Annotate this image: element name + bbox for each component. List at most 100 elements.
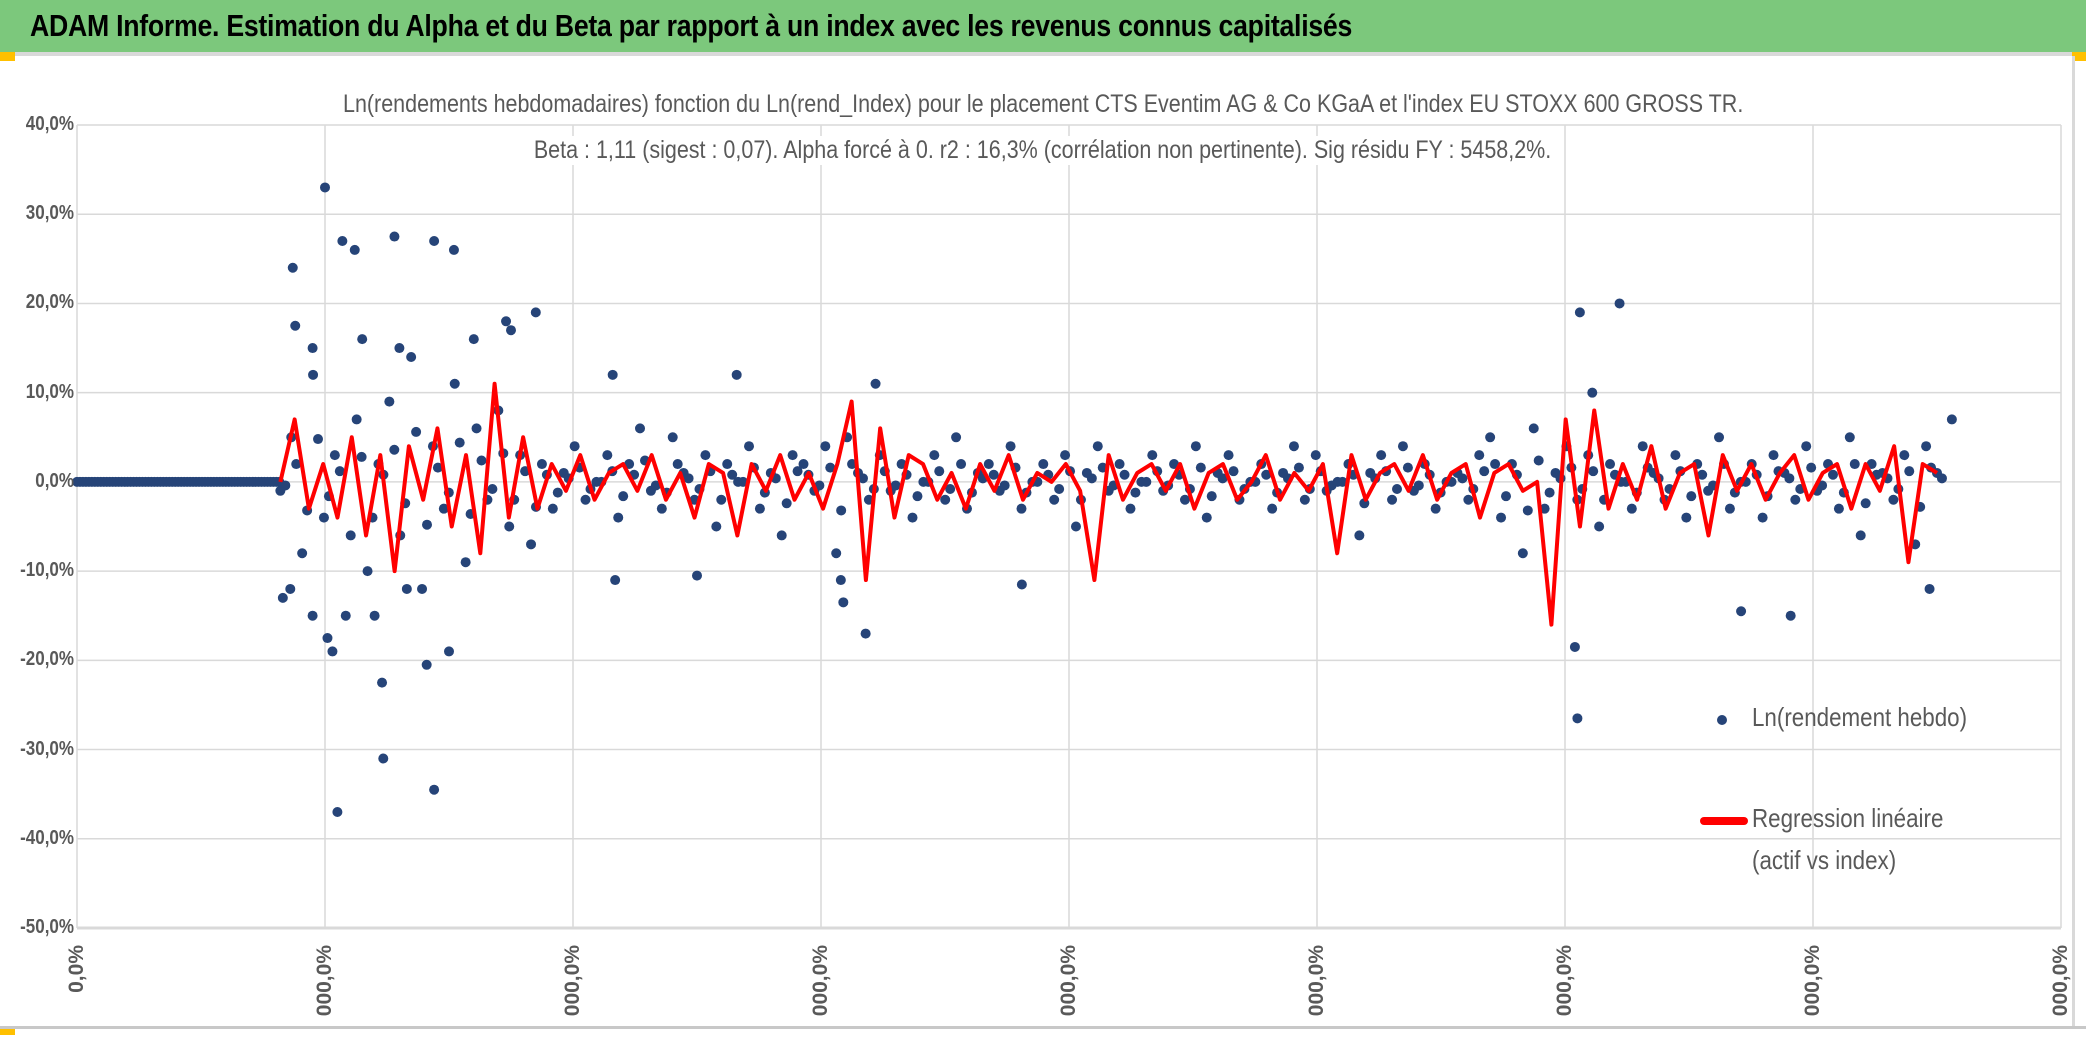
report-title: ADAM Informe. Estimation du Alpha et du …	[30, 8, 1353, 43]
data-point	[307, 343, 318, 354]
data-point	[602, 450, 613, 461]
data-point	[378, 753, 389, 764]
data-point	[369, 610, 380, 621]
data-point	[1626, 503, 1637, 514]
data-point	[307, 610, 318, 621]
data-point	[1681, 512, 1692, 523]
data-point	[999, 480, 1010, 491]
data-point	[504, 521, 515, 532]
data-point	[308, 369, 319, 380]
data-point	[1605, 459, 1616, 470]
report-header: ADAM Informe. Estimation du Alpha et du …	[0, 0, 2086, 56]
data-point	[580, 494, 591, 505]
data-point	[320, 182, 330, 193]
data-point	[454, 437, 465, 448]
data-point	[422, 519, 433, 530]
data-point	[1614, 298, 1625, 309]
x-tick-label: 000,0%	[1553, 945, 1576, 1017]
data-point	[635, 423, 646, 434]
data-point	[530, 307, 541, 318]
data-point	[870, 378, 881, 389]
data-point	[417, 583, 428, 594]
data-point	[1539, 503, 1550, 514]
data-point	[613, 512, 624, 523]
data-point	[1086, 473, 1097, 484]
data-point	[835, 575, 846, 586]
data-point	[287, 262, 298, 273]
data-point	[429, 784, 440, 795]
data-point	[327, 646, 338, 657]
data-point	[1016, 503, 1027, 514]
data-point	[1141, 476, 1152, 487]
data-point	[552, 487, 563, 498]
data-point	[547, 503, 558, 514]
y-tick-label: 0,0%	[35, 469, 74, 492]
data-point	[536, 459, 547, 470]
legend-line-label: Regression linéaire	[1752, 803, 1944, 833]
data-point	[787, 450, 798, 461]
x-tick-label: 000,0%	[1801, 945, 1824, 1017]
data-point	[744, 441, 755, 452]
data-point	[501, 316, 512, 327]
data-point	[526, 539, 537, 550]
corner-marker	[2072, 52, 2086, 61]
data-point	[1784, 473, 1795, 484]
data-point	[1267, 503, 1278, 514]
data-point	[1376, 450, 1387, 461]
data-point	[377, 677, 388, 688]
regression-line	[278, 381, 1939, 627]
data-point	[487, 484, 498, 495]
data-point	[1686, 491, 1697, 502]
data-point	[907, 512, 918, 523]
data-point	[1479, 466, 1490, 477]
data-point	[1070, 521, 1081, 532]
data-point	[727, 469, 738, 480]
frame-border	[2072, 56, 2075, 1026]
y-tick-label: 10,0%	[25, 380, 74, 403]
data-point	[1522, 505, 1533, 516]
data-point	[650, 480, 661, 491]
data-point	[1855, 530, 1866, 541]
x-tick-label: 000,0%	[809, 945, 832, 1017]
frame-border	[0, 1026, 2086, 1029]
y-tick-label: -20,0%	[20, 648, 75, 671]
data-point	[1060, 450, 1071, 461]
data-point	[1936, 473, 1947, 484]
data-point	[1299, 494, 1310, 505]
data-point	[401, 583, 412, 594]
data-point	[1005, 441, 1016, 452]
x-tick-label: 000,0%	[313, 945, 336, 1017]
data-point	[1768, 450, 1779, 461]
data-point	[956, 459, 967, 470]
data-point	[340, 610, 351, 621]
data-point	[318, 512, 329, 523]
chart-title-text: Ln(rendements hebdomadaires) fonction du…	[332, 90, 1754, 119]
data-point	[683, 473, 694, 484]
data-point	[1924, 583, 1935, 594]
data-point	[1574, 307, 1585, 318]
data-point	[825, 462, 836, 473]
x-tick-label: 000,0%	[561, 945, 584, 1017]
data-point	[468, 334, 479, 345]
data-point	[1544, 487, 1555, 498]
data-point	[1528, 423, 1539, 434]
data-point	[1533, 455, 1544, 466]
data-point	[692, 570, 702, 581]
data-point	[1496, 512, 1507, 523]
data-point	[934, 466, 945, 477]
data-point	[394, 343, 405, 354]
data-point	[421, 659, 432, 670]
data-point	[656, 503, 667, 514]
data-point	[429, 235, 440, 246]
data-point	[857, 473, 868, 484]
data-point	[1801, 441, 1812, 452]
data-point	[362, 566, 373, 577]
data-point	[345, 530, 356, 541]
y-tick-label: 40,0%	[25, 113, 74, 135]
data-point	[1921, 441, 1932, 452]
data-point	[1228, 466, 1239, 477]
data-point	[322, 633, 333, 644]
data-point	[1637, 441, 1648, 452]
data-point	[356, 451, 367, 462]
